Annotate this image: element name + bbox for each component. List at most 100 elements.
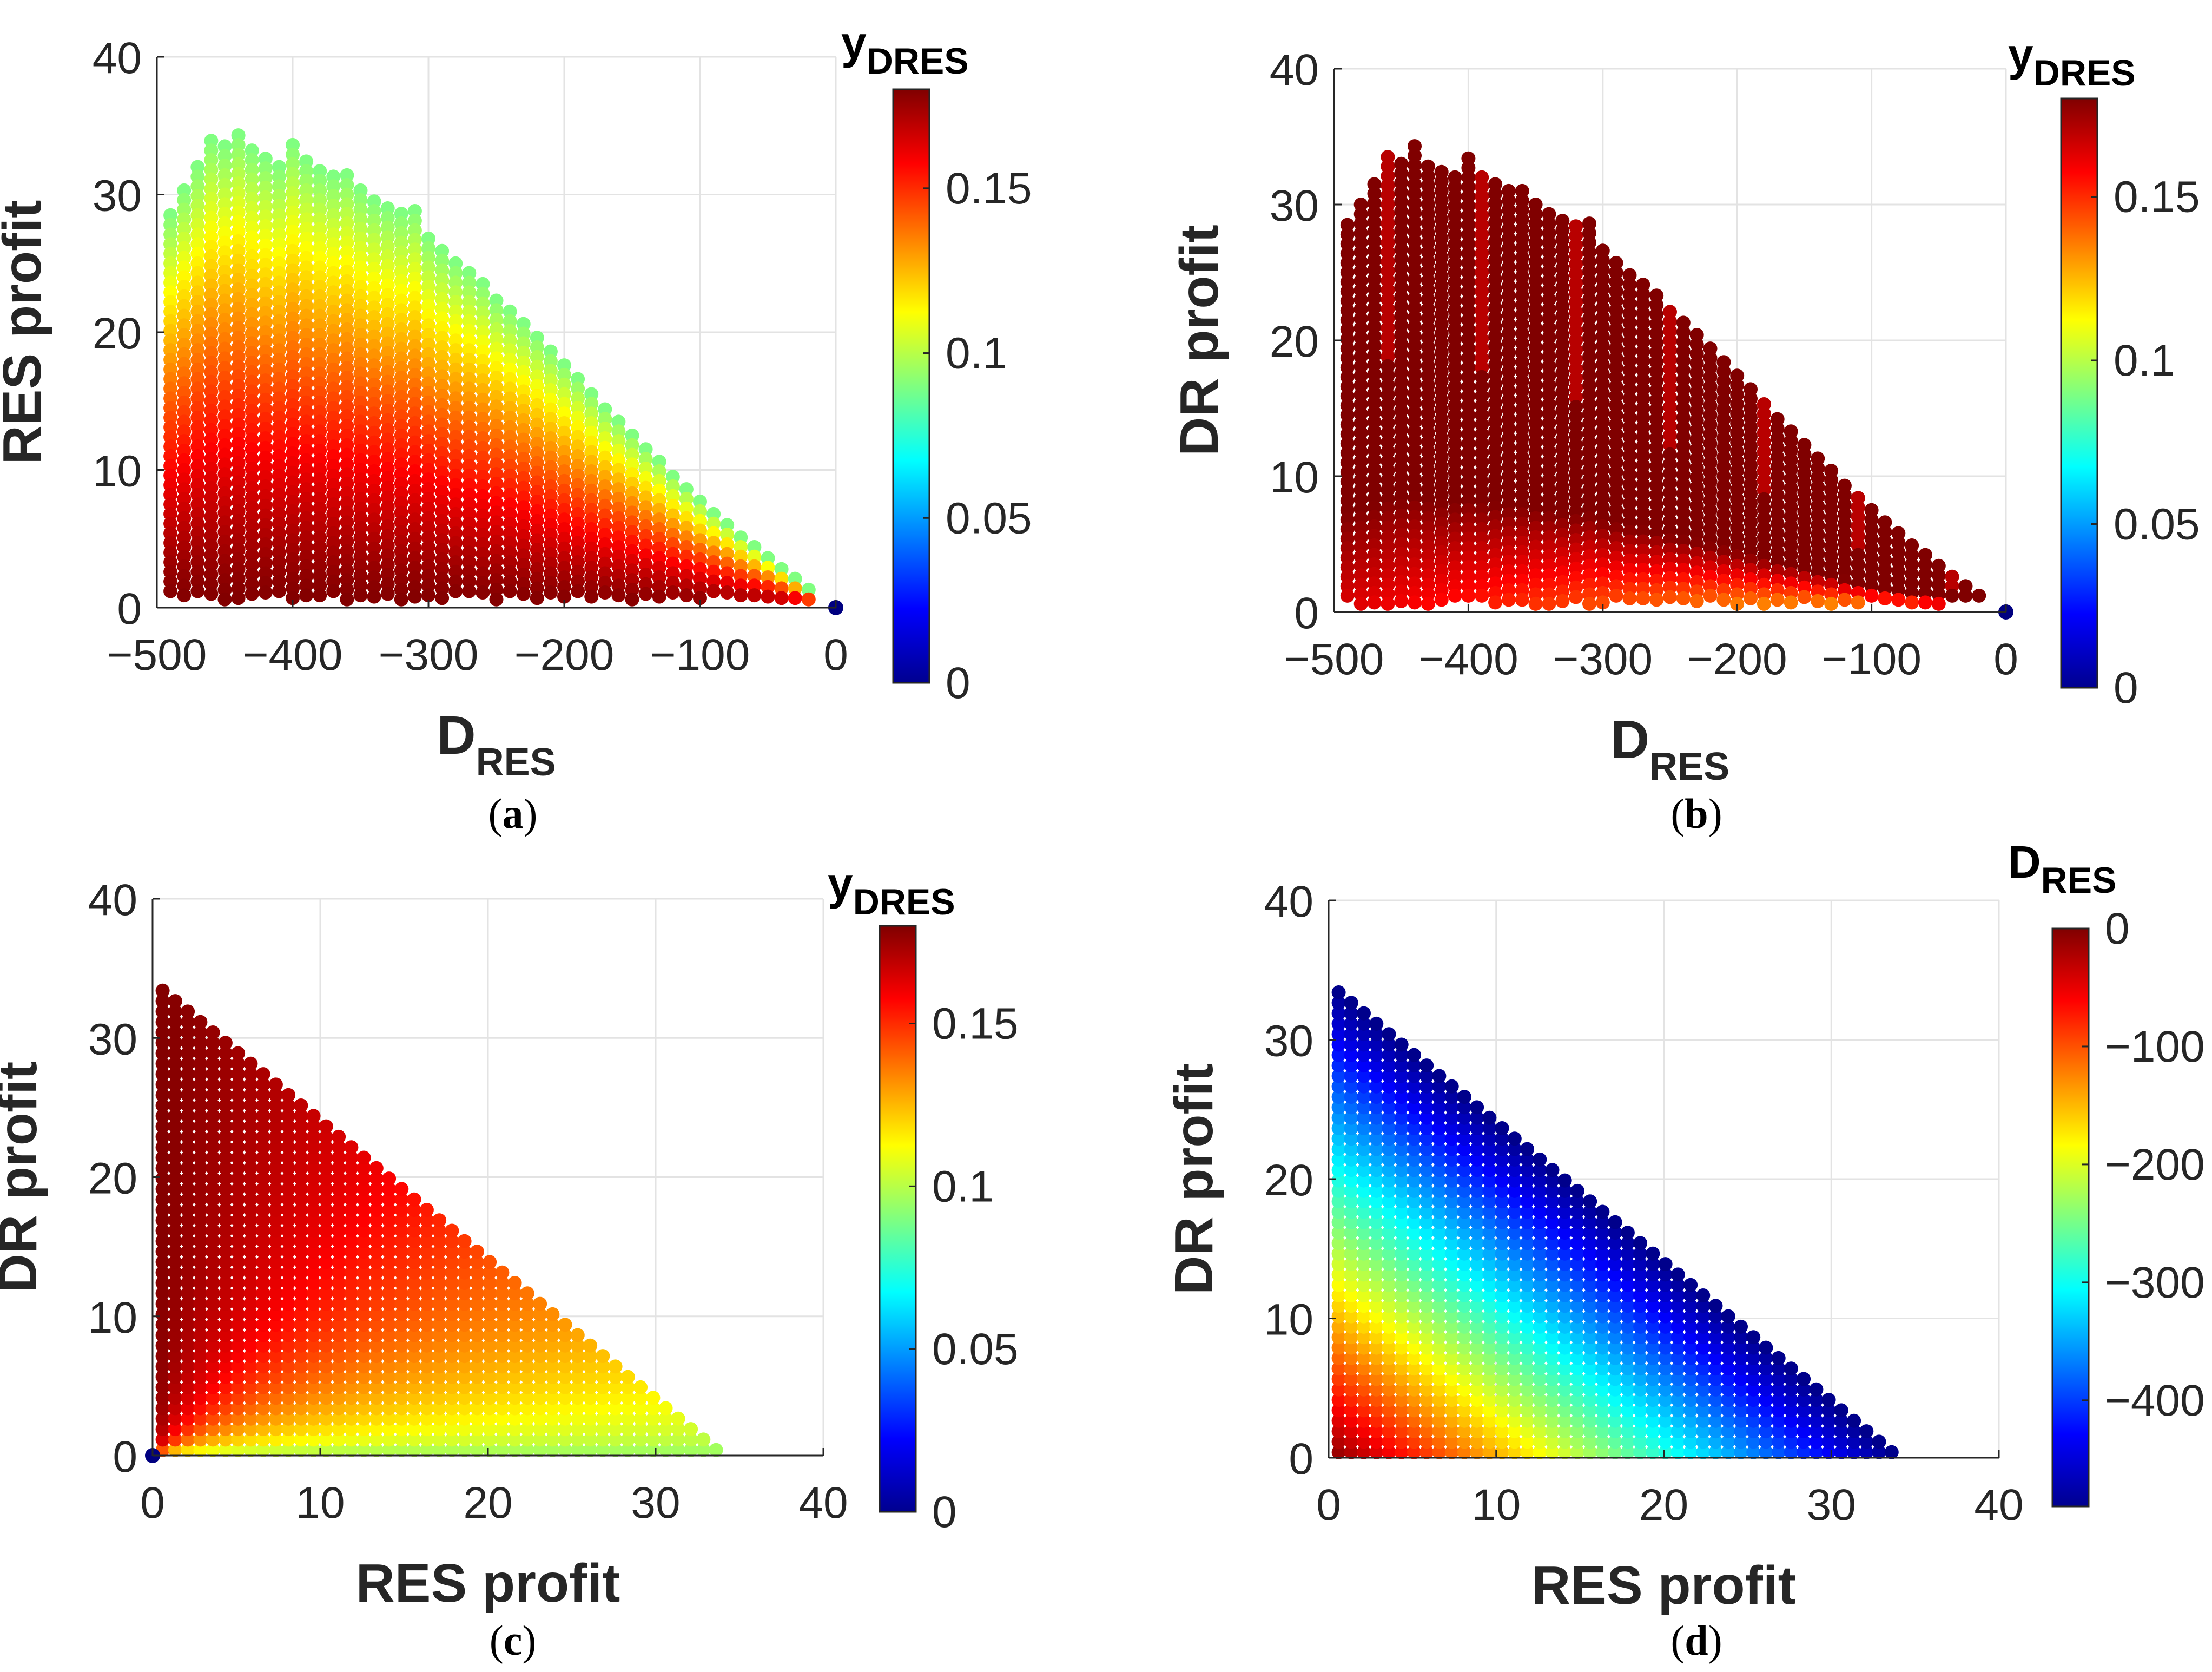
data-point (516, 567, 531, 582)
data-point (470, 1432, 484, 1447)
data-point (1670, 1372, 1685, 1386)
data-point (1696, 1340, 1711, 1355)
data-point (761, 580, 775, 594)
data-point (394, 1245, 409, 1259)
data-point (1545, 1246, 1560, 1261)
data-point (625, 496, 639, 510)
data-point (1520, 1142, 1535, 1156)
data-point (1646, 1445, 1660, 1459)
data-point (367, 242, 381, 257)
data-point (1444, 1445, 1459, 1459)
data-point (206, 1349, 220, 1364)
data-point (503, 401, 517, 415)
data-point (1394, 1183, 1409, 1198)
data-point (218, 1245, 233, 1259)
data-point (1419, 1194, 1434, 1209)
data-point (1432, 1079, 1447, 1094)
data-point (1583, 1194, 1597, 1209)
data-point (1394, 1215, 1409, 1229)
data-point (367, 493, 381, 508)
data-point (530, 398, 544, 412)
data-point (543, 354, 558, 368)
data-point (1708, 1309, 1723, 1324)
data-point (268, 1370, 283, 1384)
data-point (286, 205, 300, 220)
data-point (545, 1411, 560, 1426)
data-point (369, 1245, 384, 1259)
data-point (326, 304, 341, 319)
data-point (206, 1109, 220, 1123)
data-point (380, 384, 395, 399)
data-point (1495, 1173, 1509, 1188)
data-point (1407, 1236, 1421, 1250)
data-point (1369, 1246, 1384, 1261)
data-point (462, 439, 477, 454)
data-point (168, 1192, 182, 1207)
data-point (1394, 1309, 1409, 1324)
data-point (313, 414, 327, 429)
data-point (1357, 1226, 1371, 1240)
data-point (570, 1422, 585, 1437)
data-point (679, 530, 694, 545)
data-point (570, 1411, 585, 1426)
data-point (181, 1328, 195, 1342)
data-point (457, 1401, 472, 1416)
data-point (1620, 1330, 1635, 1345)
data-point (1369, 1048, 1384, 1062)
data-point (394, 428, 408, 443)
data-point (1407, 1424, 1421, 1439)
data-point (369, 1265, 384, 1280)
data-point (1382, 1121, 1396, 1135)
data-point (652, 503, 666, 517)
data-point (177, 482, 192, 497)
data-point (231, 427, 246, 442)
data-point (520, 1338, 534, 1353)
data-point (516, 480, 531, 495)
data-point (306, 1286, 321, 1301)
data-point (520, 1422, 534, 1437)
data-point (206, 1255, 220, 1269)
data-point (294, 1255, 308, 1269)
data-point (571, 516, 585, 531)
data-point (356, 1203, 371, 1217)
data-point (281, 1129, 296, 1144)
data-point (163, 246, 178, 261)
data-point (177, 366, 192, 381)
data-point (1331, 1309, 1346, 1324)
data-point (294, 1182, 308, 1196)
data-point (1620, 1340, 1635, 1355)
data-point (1421, 596, 1435, 611)
data-point (168, 1234, 182, 1248)
data-point (218, 1046, 233, 1061)
data-point (168, 1182, 182, 1196)
colorbar-title-main: y (828, 858, 853, 909)
data-point (1570, 1226, 1584, 1240)
data-point (231, 1223, 246, 1238)
data-point (268, 1119, 283, 1134)
data-point (286, 340, 300, 354)
data-point (421, 463, 435, 477)
data-point (1708, 1434, 1723, 1449)
data-point (462, 497, 477, 512)
data-point (344, 1286, 359, 1301)
data-point (168, 1318, 182, 1332)
data-point (1495, 1330, 1509, 1345)
data-point (419, 1245, 434, 1259)
data-point (380, 567, 395, 582)
data-point (1683, 1361, 1698, 1376)
data-point (557, 503, 571, 517)
data-point (217, 332, 232, 346)
data-point (168, 1391, 182, 1405)
data-point (598, 508, 612, 523)
data-point (489, 525, 504, 539)
data-point (367, 397, 381, 411)
data-point (168, 1109, 182, 1123)
data-point (1533, 1445, 1547, 1459)
data-point (155, 1182, 170, 1196)
data-point (448, 478, 463, 492)
data-point (353, 501, 368, 516)
data-point (476, 383, 490, 397)
data-point (231, 389, 246, 403)
data-point (435, 523, 450, 538)
data-point (1482, 1121, 1497, 1135)
